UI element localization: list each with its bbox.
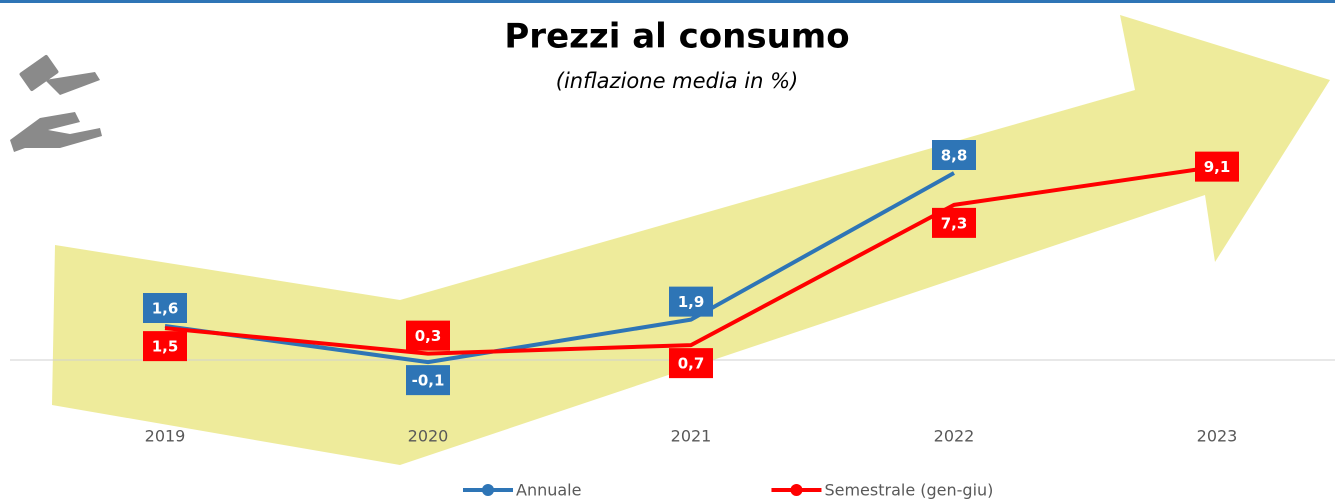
x-tick-label: 2022 [934,427,975,446]
x-tick-label: 2021 [671,427,712,446]
value-label: 1,5 [152,338,179,356]
top-border [0,0,1335,3]
x-tick-label: 2020 [408,427,449,446]
legend-marker [482,484,494,496]
chart: Prezzi al consumo (inflazione media in %… [0,0,1335,501]
value-label: 0,3 [415,327,442,345]
value-label: 0,7 [678,355,705,373]
x-tick-label: 2023 [1197,427,1238,446]
value-label: 1,6 [152,300,179,318]
chart-subtitle: (inflazione media in %) [556,69,798,93]
legend-marker [790,484,802,496]
legend-label: Semestrale (gen-giu) [824,481,993,500]
money-icon [10,54,102,152]
value-label: 8,8 [941,147,968,165]
chart-title: Prezzi al consumo [504,17,849,57]
value-label: 7,3 [941,214,968,232]
value-label: 1,9 [678,293,705,311]
value-label: 9,1 [1204,158,1231,176]
value-label: -0,1 [412,372,445,390]
x-tick-label: 2019 [145,427,186,446]
legend-label: Annuale [516,481,581,500]
